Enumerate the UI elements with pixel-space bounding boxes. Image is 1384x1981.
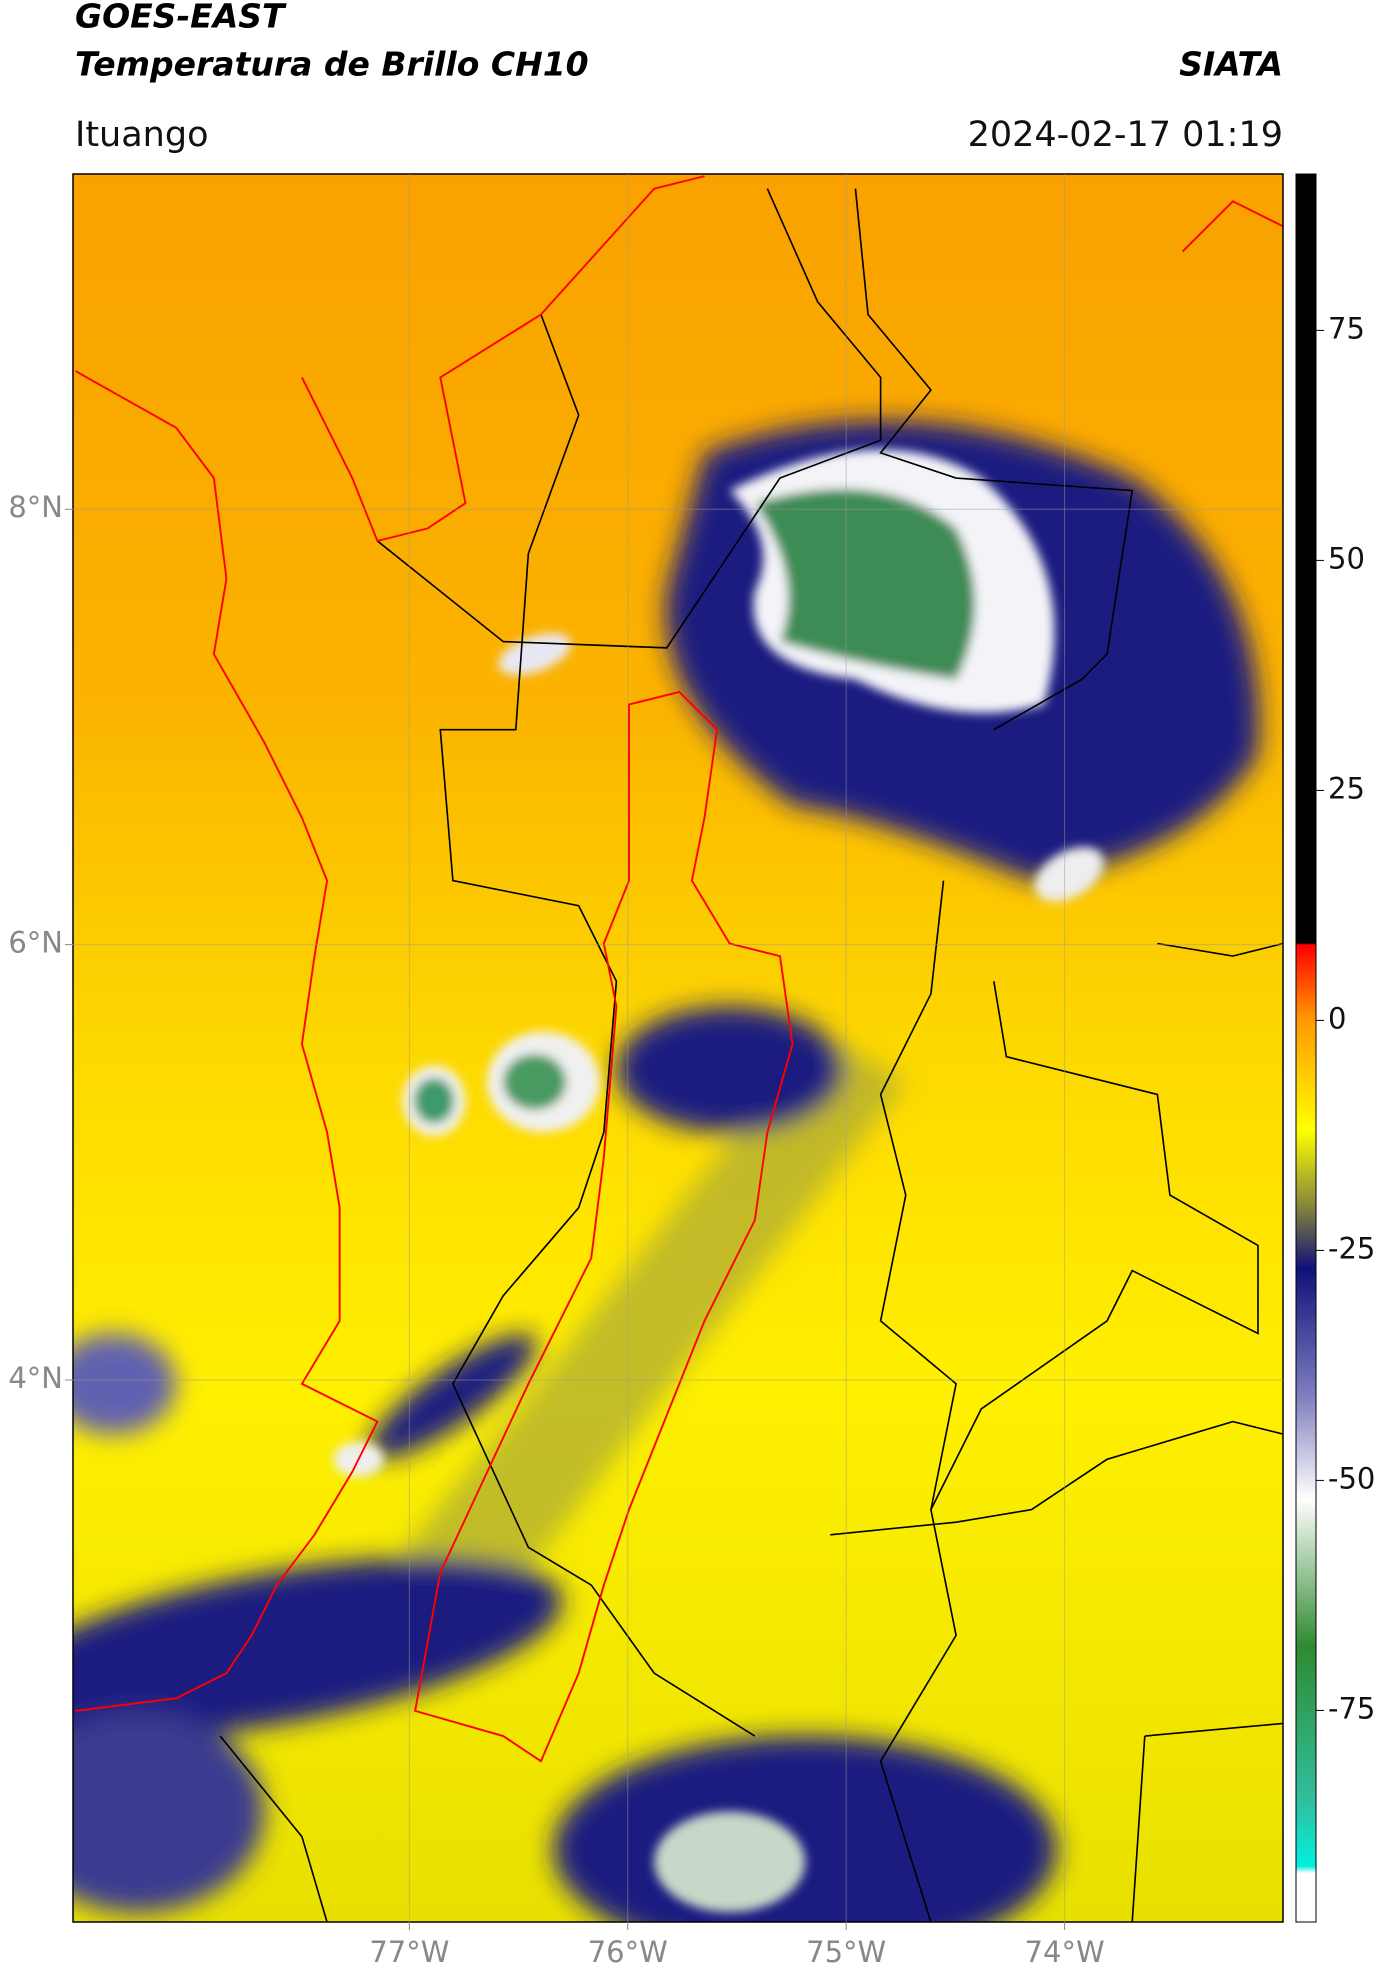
- colorbar-tick-label: 75: [1328, 311, 1365, 345]
- x-tick-label: 77°W: [369, 1935, 449, 1969]
- colorbar-tick-label: -25: [1328, 1231, 1375, 1265]
- colorbar-tick-label: 50: [1328, 541, 1365, 575]
- x-tick-label: 76°W: [588, 1935, 668, 1969]
- location: Ituango: [75, 115, 209, 155]
- colorbar-tick-label: -75: [1328, 1691, 1375, 1725]
- y-tick-label: 4°N: [8, 1361, 63, 1395]
- colorbar: [1295, 173, 1317, 1923]
- map-frame: [72, 173, 1284, 1923]
- x-tick-label: 74°W: [1025, 1935, 1105, 1969]
- colorbar-tick-label: 25: [1328, 771, 1365, 805]
- title: GOES-EAST: [75, 0, 287, 36]
- y-tick-label: 8°N: [8, 490, 63, 524]
- x-tick-label: 75°W: [806, 1935, 886, 1969]
- colorbar-tick-label: -50: [1328, 1461, 1375, 1495]
- subtitle: Temperatura de Brillo CH10: [75, 45, 589, 84]
- satellite-image: [73, 174, 1283, 1922]
- y-tick-label: 6°N: [8, 926, 63, 960]
- colorbar-tick-label: 0: [1328, 1001, 1346, 1035]
- datetime: 2024-02-17 01:19: [968, 115, 1283, 155]
- org: SIATA: [1179, 45, 1283, 84]
